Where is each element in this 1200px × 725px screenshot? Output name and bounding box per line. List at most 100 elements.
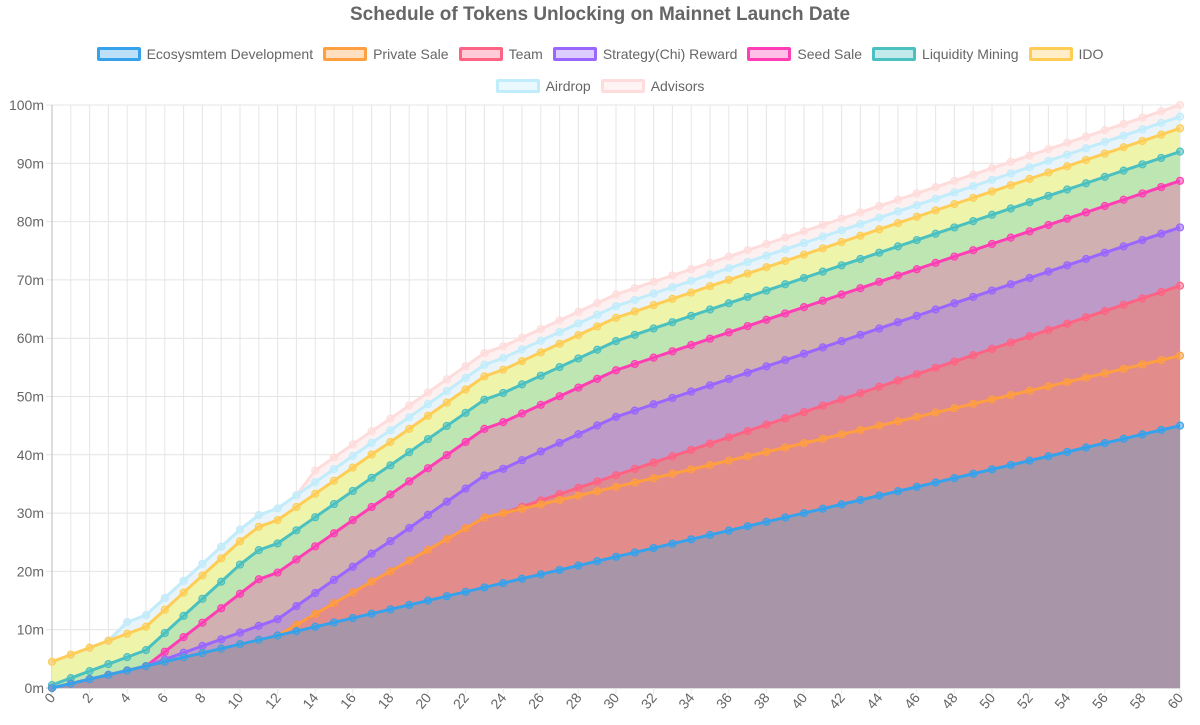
data-point xyxy=(1175,124,1185,133)
data-point xyxy=(762,362,771,371)
data-point xyxy=(893,218,903,228)
data-point xyxy=(104,636,113,645)
data-point xyxy=(499,508,508,518)
data-point xyxy=(1025,227,1034,236)
data-point xyxy=(987,164,997,173)
legend-item[interactable]: IDO xyxy=(1028,46,1103,62)
data-point xyxy=(1044,382,1053,391)
legend-item[interactable]: Ecosysmtem Development xyxy=(96,46,313,62)
data-point xyxy=(386,536,395,546)
legend-item[interactable]: Liquidity Mining xyxy=(872,46,1019,62)
data-point xyxy=(311,489,320,498)
data-point xyxy=(235,628,245,637)
legend-item[interactable]: Private Sale xyxy=(323,46,449,62)
x-tick-label: 60 xyxy=(1164,689,1186,711)
chart-title: Schedule of Tokens Unlocking on Mainnet … xyxy=(349,4,851,25)
data-point xyxy=(442,386,451,396)
data-point xyxy=(273,568,282,577)
data-point xyxy=(461,385,470,394)
x-tick-label: 18 xyxy=(374,689,396,711)
data-point xyxy=(668,347,677,356)
data-point xyxy=(1063,150,1072,159)
data-point xyxy=(649,324,658,333)
y-tick-label: 30m xyxy=(17,505,44,521)
data-point xyxy=(405,600,414,610)
legend-item[interactable]: Airdrop xyxy=(495,78,591,94)
legend-item[interactable]: Advisors xyxy=(600,78,704,94)
x-tick-label: 26 xyxy=(525,689,547,711)
data-point xyxy=(1157,425,1166,435)
data-point xyxy=(499,464,508,473)
legend-item[interactable]: Seed Sale xyxy=(747,46,862,62)
data-point xyxy=(423,399,433,409)
legend-label: Team xyxy=(508,46,543,62)
data-point xyxy=(969,292,978,302)
data-point xyxy=(611,290,621,299)
data-point xyxy=(950,176,959,185)
data-point xyxy=(969,193,978,202)
data-point xyxy=(875,277,884,286)
data-point xyxy=(1100,137,1109,147)
data-point xyxy=(856,330,865,339)
data-point xyxy=(931,258,940,267)
data-point xyxy=(762,286,771,295)
data-point xyxy=(348,451,357,461)
data-point xyxy=(856,389,865,398)
data-point xyxy=(555,316,564,325)
data-point xyxy=(1157,229,1166,238)
data-point xyxy=(292,555,301,564)
data-point xyxy=(1175,176,1185,185)
data-point xyxy=(1006,233,1015,242)
data-point xyxy=(499,418,508,427)
data-point xyxy=(1100,369,1109,378)
data-point xyxy=(480,348,489,358)
data-point xyxy=(348,613,357,623)
x-tick-label: 48 xyxy=(938,689,960,711)
data-point xyxy=(931,305,940,314)
data-point xyxy=(47,683,57,693)
data-point xyxy=(912,311,921,320)
x-tick-label: 56 xyxy=(1089,689,1111,711)
data-point xyxy=(818,244,827,253)
data-point xyxy=(611,552,621,561)
data-point xyxy=(743,269,752,278)
data-point xyxy=(329,575,339,584)
data-point xyxy=(649,289,658,298)
data-point xyxy=(818,220,827,230)
data-point xyxy=(329,599,339,608)
data-point xyxy=(386,461,395,470)
data-point xyxy=(555,362,564,372)
data-point xyxy=(893,242,903,251)
data-point xyxy=(987,344,997,353)
data-point xyxy=(1044,145,1053,154)
data-point xyxy=(85,643,94,652)
data-point xyxy=(160,628,169,638)
data-point xyxy=(762,315,771,324)
data-point xyxy=(1025,273,1034,283)
data-point xyxy=(1119,166,1128,175)
legend-item[interactable]: Team xyxy=(458,46,543,62)
data-point xyxy=(442,592,451,601)
data-point xyxy=(254,575,263,584)
y-tick-label: 0m xyxy=(25,680,44,696)
x-tick-label: 36 xyxy=(713,689,735,711)
data-point xyxy=(1157,107,1166,116)
data-point xyxy=(799,273,809,283)
data-point xyxy=(311,622,320,631)
data-point xyxy=(743,321,752,331)
data-point xyxy=(743,292,752,302)
data-point xyxy=(837,395,846,404)
data-point xyxy=(536,371,545,380)
data-point xyxy=(574,483,583,492)
x-tick-label: 54 xyxy=(1051,689,1073,711)
data-point xyxy=(517,345,527,354)
data-point xyxy=(198,594,207,603)
data-point xyxy=(912,235,921,245)
data-point xyxy=(1175,421,1185,430)
data-point xyxy=(1157,355,1166,365)
data-point xyxy=(743,246,752,255)
legend-item[interactable]: Strategy(Chi) Reward xyxy=(552,46,737,62)
data-point xyxy=(1063,185,1072,194)
x-tick-label: 32 xyxy=(638,689,660,711)
data-point xyxy=(987,210,997,219)
